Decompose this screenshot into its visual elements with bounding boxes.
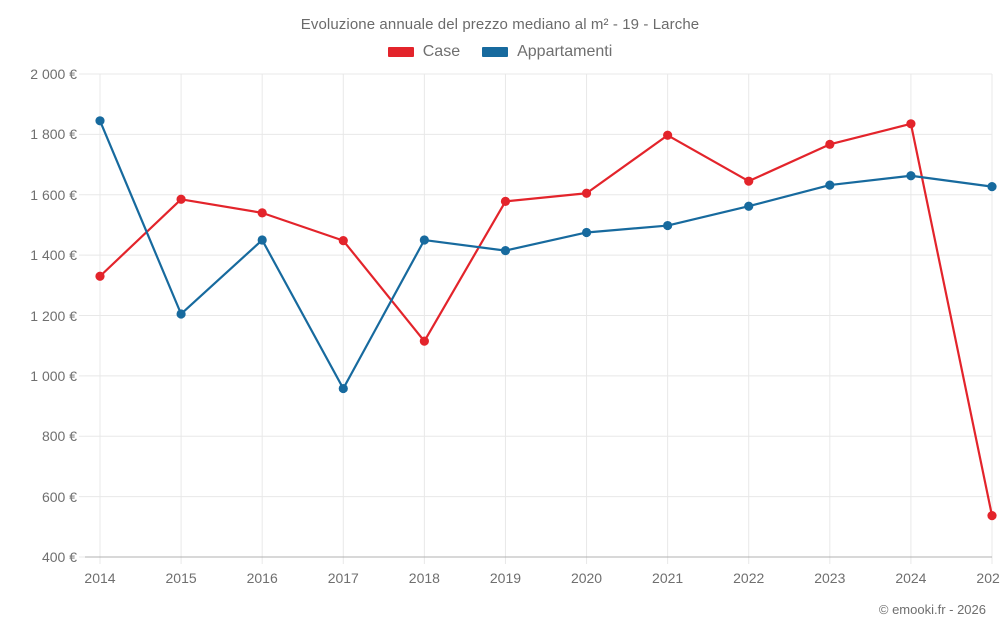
- x-axis-tick-label: 2014: [84, 570, 116, 586]
- legend-item-case[interactable]: Case: [387, 43, 461, 61]
- x-axis-ticks: [99, 557, 993, 564]
- data-point-marker[interactable]: [825, 139, 835, 149]
- data-point-marker[interactable]: [663, 130, 673, 140]
- y-axis-tick-label: 1 200 €: [30, 307, 77, 324]
- legend-label-case: Case: [422, 43, 461, 60]
- y-axis-tick-label: 1 400 €: [30, 247, 77, 264]
- data-point-marker[interactable]: [500, 245, 511, 256]
- data-point-marker[interactable]: [338, 383, 348, 394]
- x-axis-tick-label: 2016: [246, 570, 278, 586]
- series-line-appartamenti: [98, 119, 994, 390]
- legend-swatch-appartamenti: [482, 47, 509, 57]
- data-point-marker[interactable]: [744, 176, 754, 186]
- y-axis-tick-label: 2 000 €: [30, 66, 77, 82]
- series-line-case: [98, 122, 994, 517]
- y-axis-tick-label: 1 800 €: [30, 126, 77, 143]
- y-axis-tick-label: 400 €: [41, 549, 77, 565]
- data-point-marker[interactable]: [987, 511, 997, 521]
- data-point-marker[interactable]: [95, 271, 105, 281]
- legend-item-appartamenti[interactable]: Appartamenti: [482, 43, 612, 61]
- data-series-layer: [95, 116, 997, 521]
- legend-swatch-case: [387, 47, 414, 57]
- x-axis-tick-label: 2023: [814, 570, 846, 586]
- x-axis-tick-label: 2024: [895, 570, 927, 586]
- data-point-marker[interactable]: [581, 188, 592, 198]
- data-point-marker[interactable]: [419, 235, 429, 245]
- legend-label-appartamenti: Appartamenti: [517, 43, 613, 60]
- y-axis-tick-label: 1 000 €: [30, 367, 77, 384]
- data-point-marker[interactable]: [95, 116, 105, 126]
- x-axis-tick-label: 2018: [408, 570, 440, 586]
- x-axis-tick-label: 2019: [489, 570, 522, 586]
- footer-credit: © emooki.fr - 2026: [878, 602, 986, 617]
- data-point-marker[interactable]: [987, 181, 997, 192]
- x-axis-tick-label: 2020: [570, 570, 603, 586]
- x-axis-tick-label: 2022: [733, 570, 765, 586]
- data-point-marker[interactable]: [419, 336, 429, 346]
- data-point-marker[interactable]: [663, 220, 673, 231]
- data-point-marker[interactable]: [257, 208, 267, 218]
- chart-title: Evoluzione annuale del prezzo mediano al…: [300, 16, 700, 33]
- chart-legend: Case Appartamenti: [0, 43, 1000, 61]
- data-point-marker[interactable]: [257, 235, 267, 245]
- grid-lines: [79, 73, 993, 558]
- data-point-marker[interactable]: [581, 227, 592, 238]
- data-point-marker[interactable]: [744, 201, 754, 211]
- data-point-marker[interactable]: [338, 236, 348, 246]
- x-axis-tick-label: 2025: [976, 570, 1000, 586]
- data-point-marker[interactable]: [500, 196, 511, 206]
- x-axis-tick-label: 2021: [652, 570, 684, 586]
- data-point-marker[interactable]: [906, 119, 916, 129]
- y-axis-tick-label: 1 600 €: [30, 186, 77, 203]
- data-point-marker[interactable]: [906, 171, 916, 181]
- data-point-marker[interactable]: [176, 309, 186, 319]
- data-point-marker[interactable]: [176, 194, 186, 204]
- y-axis-tick-label: 800 €: [41, 428, 77, 445]
- x-axis-tick-label: 2017: [327, 570, 359, 586]
- data-point-marker[interactable]: [825, 180, 835, 190]
- y-axis-tick-label: 600 €: [41, 488, 77, 505]
- x-axis-tick-label: 2015: [165, 570, 197, 586]
